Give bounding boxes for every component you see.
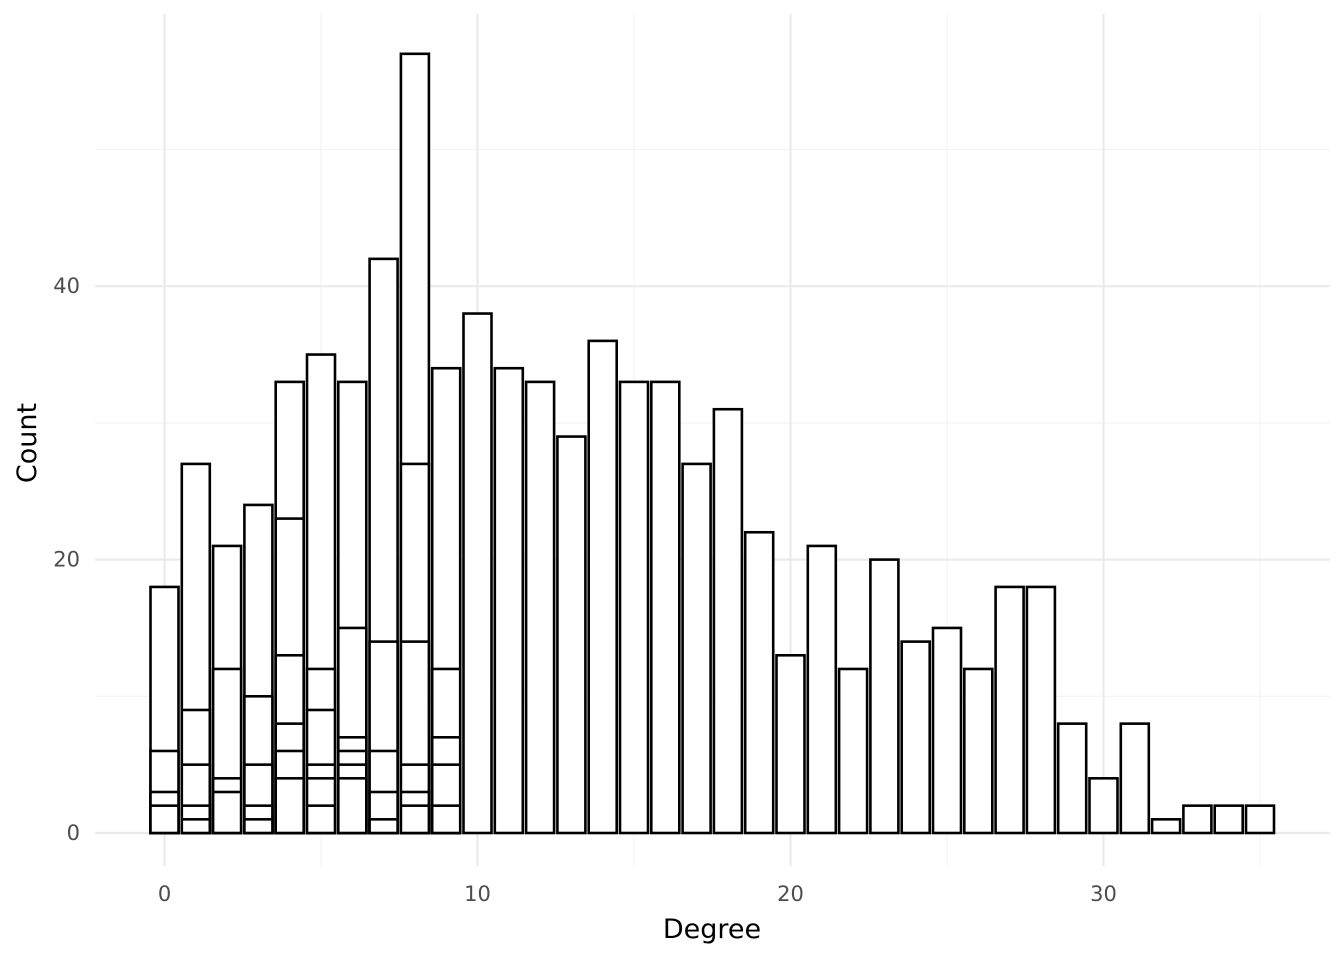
bars-layer (149, 52, 1276, 835)
bar-segment (1025, 585, 1057, 835)
histogram-bar (149, 585, 180, 835)
bar-segment (994, 585, 1025, 835)
x-axis-ticks: 0 10 20 30 (158, 882, 1117, 906)
x-tick-label: 0 (158, 882, 171, 906)
bar-segment (399, 804, 431, 835)
bar-segment (869, 558, 900, 835)
histogram-bar (743, 530, 775, 835)
x-axis-title: Degree (663, 914, 761, 945)
bar-segment (743, 530, 775, 835)
bar-segment (243, 818, 274, 835)
histogram-bar (1182, 804, 1213, 835)
bar-segment (1056, 722, 1088, 835)
x-tick-label: 10 (464, 882, 491, 906)
histogram-bar (274, 380, 306, 835)
bar-segment (305, 804, 337, 835)
histogram-bar (649, 380, 681, 835)
histogram-bar (211, 544, 243, 835)
bar-segment (681, 462, 712, 835)
x-tick-label: 30 (1090, 882, 1117, 906)
bar-segment (336, 777, 368, 835)
bar-segment (149, 804, 180, 835)
histogram-bar (462, 312, 493, 835)
histogram-bar (1025, 585, 1057, 835)
histogram-bar (305, 353, 337, 835)
histogram-bar (587, 339, 619, 835)
histogram-bar (180, 462, 212, 835)
histogram-bar (712, 407, 744, 835)
histogram-bar (962, 667, 994, 835)
histogram-bar (399, 52, 431, 835)
bar-segment (493, 366, 525, 835)
bar-segment (1213, 804, 1244, 835)
y-tick-label: 40 (53, 274, 80, 298)
histogram-bar (1119, 722, 1151, 835)
histogram-bar (1056, 722, 1088, 835)
bar-segment (1182, 804, 1213, 835)
histogram-bar (994, 585, 1025, 835)
histogram-bar (336, 380, 368, 835)
bar-segment (712, 407, 744, 835)
histogram-bar (869, 558, 900, 835)
histogram-bar (1244, 804, 1276, 835)
bar-segment (556, 435, 587, 835)
histogram-bar (806, 544, 838, 835)
bar-segment (900, 640, 932, 835)
bar-segment (837, 667, 869, 835)
bar-segment (430, 804, 462, 835)
histogram-bar (524, 380, 556, 835)
histogram-bar (900, 640, 932, 835)
y-axis-ticks: 0 20 40 (53, 274, 80, 845)
histogram-bar (493, 366, 525, 835)
x-tick-label: 20 (777, 882, 804, 906)
histogram-bar (837, 667, 869, 835)
histogram-bar (618, 380, 650, 835)
bar-segment (524, 380, 556, 835)
y-tick-label: 20 (53, 548, 80, 572)
bar-segment (649, 380, 681, 835)
histogram-bar (775, 653, 806, 835)
bar-segment (211, 790, 243, 835)
bar-segment (368, 818, 399, 835)
y-axis-title: Count (12, 403, 43, 483)
y-tick-label: 0 (67, 821, 80, 845)
bar-segment (1119, 722, 1151, 835)
histogram-bar (243, 503, 274, 835)
bar-segment (931, 626, 963, 835)
bar-segment (618, 380, 650, 835)
histogram-bar (430, 366, 462, 835)
bar-segment (775, 653, 806, 835)
bar-segment (1244, 804, 1276, 835)
histogram-bar (681, 462, 712, 835)
bar-segment (962, 667, 994, 835)
bar-segment (462, 312, 493, 835)
histogram-bar (1150, 818, 1182, 835)
bar-segment (587, 339, 619, 835)
bar-segment (1088, 777, 1119, 835)
bar-segment (274, 777, 306, 835)
histogram-bar (1088, 777, 1119, 835)
bar-segment (806, 544, 838, 835)
histogram-bar (368, 257, 399, 835)
bar-segment (180, 818, 212, 835)
histogram-bar (931, 626, 963, 835)
bar-segment (1150, 818, 1182, 835)
histogram-bar (1213, 804, 1244, 835)
histogram-bar (556, 435, 587, 835)
